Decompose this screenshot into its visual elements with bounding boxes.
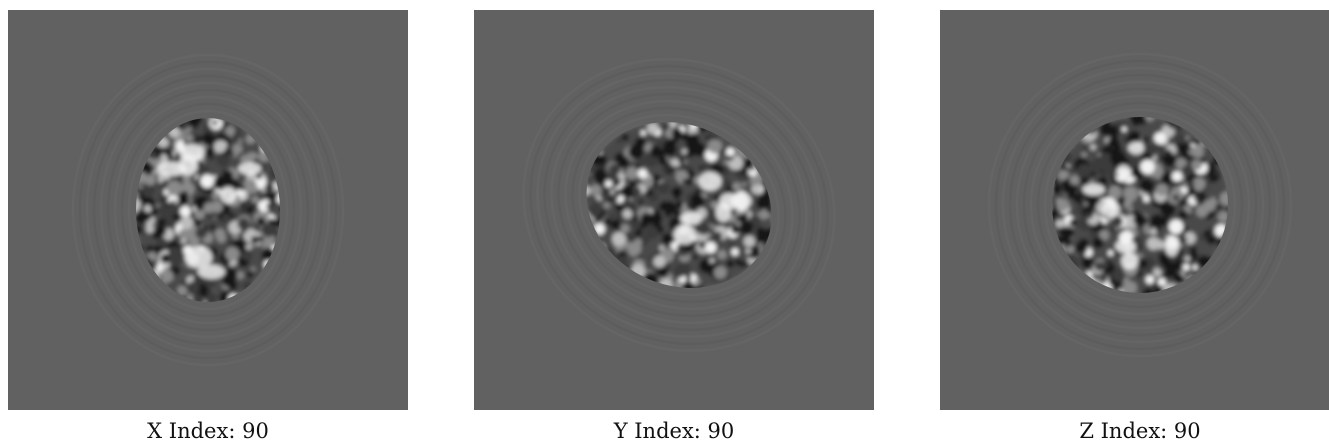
slice-y-density — [474, 10, 874, 410]
density-blob — [1052, 117, 1228, 293]
ringing-artifacts — [71, 53, 345, 367]
density-blob — [576, 119, 782, 295]
caption-x-index: X Index: 90 — [147, 419, 269, 443]
slice-z-density — [940, 10, 1329, 410]
slice-x-density — [8, 10, 408, 410]
ringing-artifacts — [987, 52, 1293, 358]
slice-image-y — [474, 10, 874, 410]
caption-z-index: Z Index: 90 — [1079, 419, 1201, 443]
slice-image-x — [8, 10, 408, 410]
slice-image-z — [940, 10, 1329, 410]
density-blob — [136, 118, 280, 302]
ringing-artifacts — [522, 57, 836, 353]
caption-y-index: Y Index: 90 — [613, 419, 735, 443]
